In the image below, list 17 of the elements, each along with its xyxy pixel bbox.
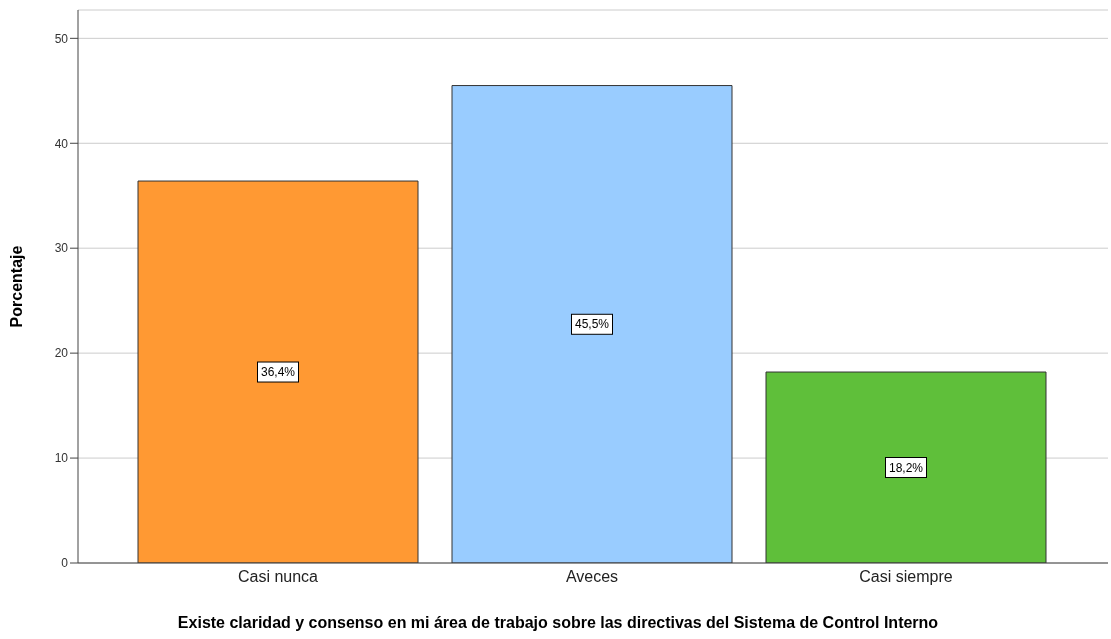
data-label: 36,4% (260, 365, 296, 380)
y-tick-label: 0 (61, 556, 69, 571)
data-label: 45,5% (574, 317, 610, 332)
y-axis-title: Porcentaje (7, 245, 25, 328)
y-tick-label: 20 (54, 346, 69, 361)
bar (137, 180, 419, 563)
x-tick-label: Casi nunca (237, 568, 319, 586)
x-tick-label: Casi siempre (859, 568, 953, 586)
x-tick-label: Aveces (565, 568, 619, 586)
data-label: 18,2% (888, 460, 924, 475)
y-tick-label: 10 (54, 451, 69, 466)
bar (451, 85, 733, 563)
y-tick-label: 40 (54, 136, 69, 151)
y-tick-label: 30 (54, 241, 69, 256)
y-tick-label: 50 (54, 31, 69, 46)
x-axis-title: Existe claridad y consenso en mi área de trabajo sobre las directivas del Sistema de Control Interno (177, 614, 939, 631)
bar (765, 371, 1047, 563)
